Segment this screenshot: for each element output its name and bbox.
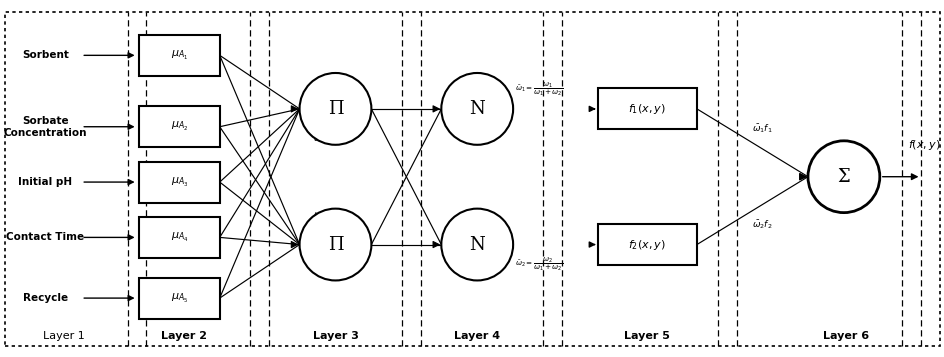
Bar	[140, 217, 219, 258]
Ellipse shape	[299, 73, 371, 145]
Ellipse shape	[441, 208, 513, 281]
Text: $\mu_{A_2}$: $\mu_{A_2}$	[171, 120, 188, 133]
Text: Π: Π	[328, 236, 343, 253]
Text: Π: Π	[328, 100, 343, 118]
Text: $f(x,y)$: $f(x,y)$	[907, 137, 939, 152]
Ellipse shape	[441, 73, 513, 145]
Bar	[140, 278, 219, 318]
Text: Layer 5: Layer 5	[624, 331, 669, 341]
Text: Layer 4: Layer 4	[454, 331, 499, 341]
Text: Sorbent: Sorbent	[22, 50, 69, 60]
Text: Sorbate
Concentration: Sorbate Concentration	[4, 116, 87, 137]
Bar	[598, 224, 697, 265]
Text: $\bar{\omega}_1 f_1$: $\bar{\omega}_1 f_1$	[750, 122, 771, 135]
Text: $\mu_{A_1}$: $\mu_{A_1}$	[171, 49, 188, 62]
Text: $f_1(x, y)$: $f_1(x, y)$	[628, 102, 666, 116]
Text: $f_2(x, y)$: $f_2(x, y)$	[628, 237, 666, 252]
Bar	[598, 89, 697, 130]
Text: Σ: Σ	[836, 168, 850, 186]
Text: Layer 2: Layer 2	[161, 331, 207, 341]
Text: Initial pH: Initial pH	[18, 177, 73, 187]
Text: $\mu_{A_5}$: $\mu_{A_5}$	[171, 292, 188, 305]
Text: Layer 3: Layer 3	[312, 331, 358, 341]
Text: N: N	[469, 100, 484, 118]
Text: $\bar{\omega}_2 f_2$: $\bar{\omega}_2 f_2$	[750, 218, 771, 231]
Text: Layer 6: Layer 6	[822, 331, 868, 341]
Text: $\mu_{A_4}$: $\mu_{A_4}$	[171, 231, 188, 244]
Text: Recycle: Recycle	[23, 293, 68, 303]
Text: $\omega_1(x, \bar{y})$: $\omega_1(x, \bar{y})$	[312, 132, 348, 145]
Bar	[140, 35, 219, 76]
Text: Contact Time: Contact Time	[7, 232, 84, 242]
Text: $\omega_2(x, \bar{y})$: $\omega_2(x, \bar{y})$	[312, 208, 348, 221]
Ellipse shape	[807, 141, 879, 213]
Text: $\bar{\omega}_2 = \dfrac{\omega_2}{\omega_1 + \omega_2}$: $\bar{\omega}_2 = \dfrac{\omega_2}{\omeg…	[514, 255, 563, 273]
Text: $\bar{\omega}_1 = \dfrac{\omega_1}{\omega_1 + \omega_2}$: $\bar{\omega}_1 = \dfrac{\omega_1}{\omeg…	[514, 80, 563, 98]
Bar	[140, 161, 219, 203]
Text: N: N	[469, 236, 484, 253]
Text: $\mu_{A_3}$: $\mu_{A_3}$	[171, 176, 188, 188]
Bar	[140, 106, 219, 147]
Text: Layer 1: Layer 1	[43, 331, 85, 341]
Ellipse shape	[299, 208, 371, 281]
